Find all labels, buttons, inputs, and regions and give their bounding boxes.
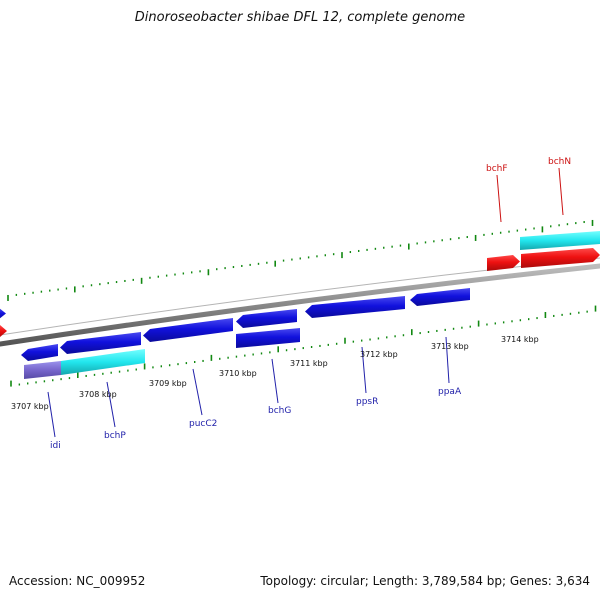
inner-tick-track	[10, 305, 597, 387]
tick-label-3714: 3714 kbp	[501, 335, 539, 344]
idi-leader-line	[47, 391, 56, 438]
genome-title: Dinoroseobacter shibae DFL 12, complete …	[134, 10, 466, 25]
gene-label-ppsR: ppsR	[356, 397, 378, 407]
scale-labels: 3707 kbp 3708 kbp 3709 kbp 3710 kbp 3711…	[11, 335, 539, 411]
accession-text: Accession: NC_009952	[9, 574, 146, 588]
genome-backbone-shadow	[0, 257, 600, 336]
cyan-feature-segment	[61, 349, 145, 375]
gene-label-bchF: bchF	[486, 164, 508, 174]
gene-label-bchN: bchN	[548, 157, 571, 167]
forward-gene-labels: bchF bchN	[486, 157, 571, 174]
gene-bchF	[487, 255, 520, 271]
ppsR-leader-line	[361, 346, 367, 394]
tick-label-3712: 3712 kbp	[360, 350, 398, 359]
upper-cyan-feature	[520, 231, 600, 250]
gene-pucC2	[143, 318, 233, 342]
gene-label-idi: idi	[50, 441, 61, 451]
pucC2-leader-line	[192, 368, 203, 416]
tick-label-3713: 3713 kbp	[431, 342, 469, 351]
genome-backbone	[0, 263, 600, 347]
tick-label-3710: 3710 kbp	[219, 369, 257, 378]
label-layer	[47, 167, 564, 438]
tick-label-3709: 3709 kbp	[149, 379, 187, 388]
tick-label-3711: 3711 kbp	[290, 359, 328, 368]
reverse-gene-labels: idi bchP pucC2 bchG ppsR ppaA	[50, 387, 462, 451]
gene-label-bchP: bchP	[104, 431, 126, 441]
bchF-leader-line	[496, 174, 502, 223]
tick-label-3707: 3707 kbp	[11, 402, 49, 411]
feature-track	[0, 231, 600, 379]
gene-bchG-upper	[236, 309, 297, 328]
purple-feature-segment	[24, 361, 61, 379]
gene-ppaA	[410, 288, 470, 306]
bchN-leader-line	[558, 167, 564, 216]
genome-summary-text: Topology: circular; Length: 3,789,584 bp…	[260, 574, 590, 588]
gene-label-pucC2: pucC2	[189, 419, 217, 429]
bchG-leader-line	[271, 358, 279, 404]
outer-tick-track	[7, 219, 594, 301]
ppaA-leader-line	[445, 336, 450, 384]
gene-bchN	[521, 248, 600, 268]
left-edge-red-gene	[0, 325, 7, 338]
gene-idi	[21, 344, 58, 361]
left-edge-blue-gene	[0, 308, 6, 320]
gene-label-bchG: bchG	[268, 406, 291, 416]
gene-bchP	[60, 332, 141, 354]
gene-label-ppaA: ppaA	[438, 387, 462, 397]
gene-ppsR	[305, 296, 405, 318]
tick-label-3708: 3708 kbp	[79, 390, 117, 399]
gene-bchG-lower	[236, 328, 300, 348]
bchP-leader-line	[106, 381, 116, 428]
